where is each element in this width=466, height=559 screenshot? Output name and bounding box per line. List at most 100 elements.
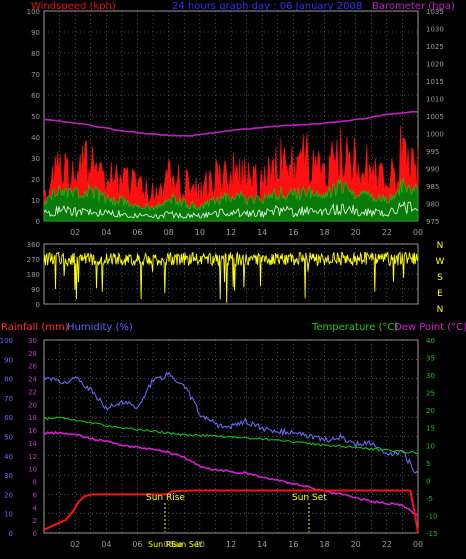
x-tick-label-wind-16: 16 — [288, 228, 298, 237]
temp-y-tick-label: 25 — [426, 390, 435, 398]
rain-humidity-temperature-panel: 0102030405060708090100024681012141618202… — [0, 337, 437, 549]
dir-y-tick-label: 360 — [27, 241, 40, 249]
wind-y-tick-label: 40 — [31, 134, 40, 142]
humidity-y-tick-label: 10 — [4, 511, 13, 519]
humidity-y-tick-label: 70 — [4, 395, 13, 403]
rain-y-tick-label: 12 — [28, 453, 37, 461]
wind-y-tick-label: 80 — [31, 50, 40, 58]
compass-label-N: N — [437, 241, 444, 251]
wind-direction-series — [43, 251, 419, 303]
temp-y-tick-label: 30 — [426, 372, 435, 380]
baro-y-tick-label: 985 — [426, 183, 439, 191]
wind-y-tick-label: 90 — [31, 29, 40, 37]
rain-y-tick-label: 16 — [28, 427, 37, 435]
graph-header-title: 24 hours graph day : 06 January 2008 — [172, 1, 362, 12]
humidity-y-tick-label: 0 — [9, 530, 13, 538]
x-tick-label-temp-16: 16 — [288, 540, 298, 549]
x-tick-label-temp-00: 00 — [413, 540, 423, 549]
x-tick-label-temp-08: 08 — [164, 540, 174, 549]
humidity-y-tick-label: 50 — [4, 434, 13, 442]
temp-y-tick-label: 20 — [426, 407, 435, 415]
wind-y-tick-label: 100 — [27, 8, 40, 16]
x-tick-label-wind-10: 10 — [195, 228, 205, 237]
rain-y-tick-label: 8 — [33, 479, 37, 487]
rain-y-tick-label: 30 — [28, 337, 37, 345]
humidity-y-tick-label: 80 — [4, 376, 13, 384]
x-tick-label-temp-12: 12 — [226, 540, 236, 549]
baro-y-tick-label: 1030 — [426, 26, 444, 34]
rainfall-series — [43, 489, 419, 534]
compass-label-W: W — [436, 257, 445, 267]
humidity-axis-title: Humidity (%) — [67, 322, 133, 333]
wind-y-tick-label: 60 — [31, 92, 40, 100]
humidity-y-tick-label: 90 — [4, 356, 13, 364]
rain-y-tick-label: 2 — [33, 517, 37, 525]
temp-y-tick-label: 5 — [426, 460, 430, 468]
rain-y-tick-label: 6 — [33, 491, 38, 499]
dir-y-tick-label: 90 — [31, 286, 40, 294]
wind-y-tick-label: 20 — [31, 176, 40, 184]
rain-y-tick-label: 28 — [28, 350, 37, 358]
rain-y-tick-label: 0 — [33, 530, 37, 538]
x-tick-label-temp-14: 14 — [257, 540, 267, 549]
humidity-y-tick-label: 60 — [4, 414, 13, 422]
x-tick-label-wind-00: 00 — [413, 228, 423, 237]
wind-y-tick-label: 30 — [31, 155, 40, 163]
x-tick-label-wind-08: 08 — [164, 228, 174, 237]
compass-label-N: N — [437, 305, 444, 315]
x-tick-label-wind-04: 04 — [101, 228, 111, 237]
baro-y-tick-label: 1000 — [426, 131, 444, 139]
baro-y-tick-label: 1005 — [426, 113, 444, 121]
dir-y-tick-label: 180 — [27, 271, 40, 279]
temperature-axis-title: Temperature (°C) — [311, 322, 398, 333]
humidity-y-tick-label: 30 — [4, 472, 13, 480]
dir-y-tick-label: 0 — [36, 301, 40, 309]
rain-y-tick-label: 14 — [28, 440, 37, 448]
baro-y-tick-label: 1035 — [426, 8, 444, 16]
sun-set-x-marker: Sun Set — [171, 540, 202, 549]
x-tick-label-temp-04: 04 — [101, 540, 111, 549]
x-tick-label-wind-06: 06 — [132, 228, 142, 237]
humidity-series — [43, 371, 419, 474]
x-tick-label-wind-22: 22 — [382, 228, 392, 237]
x-tick-label-wind-12: 12 — [226, 228, 236, 237]
sun-set-annotation: Sun Set — [292, 493, 327, 503]
wind-barometer-panel: 0102030405060708090100975980985990995100… — [27, 8, 444, 237]
baro-y-tick-label: 975 — [426, 218, 439, 226]
dewpoint-series — [43, 431, 419, 517]
x-tick-label-wind-20: 20 — [351, 228, 361, 237]
windspeed-axis-title: Windspeed (kph) — [31, 1, 116, 12]
compass-label-E: E — [437, 289, 443, 299]
wind-y-tick-label: 50 — [31, 113, 40, 121]
rain-y-tick-label: 20 — [28, 401, 37, 409]
temp-y-tick-label: 35 — [426, 355, 435, 363]
temp-y-tick-label: 40 — [426, 337, 435, 345]
compass-label-S: S — [437, 273, 443, 283]
rain-y-tick-label: 10 — [28, 466, 37, 474]
rain-y-tick-label: 22 — [28, 388, 37, 396]
x-tick-label-temp-22: 22 — [382, 540, 392, 549]
barometer-axis-title: Barometer (hpa) — [372, 1, 455, 12]
baro-y-tick-label: 1015 — [426, 78, 444, 86]
humidity-y-tick-label: 20 — [4, 491, 13, 499]
baro-y-tick-label: 990 — [426, 166, 439, 174]
rain-y-tick-label: 26 — [28, 363, 37, 371]
temp-y-tick-label: -10 — [426, 512, 437, 520]
temp-y-tick-label: 0 — [426, 477, 430, 485]
sun-rise-x-marker: Sun Rise — [148, 540, 183, 549]
baro-y-tick-label: 1010 — [426, 96, 444, 104]
rain-y-tick-label: 4 — [33, 504, 38, 512]
x-tick-label-wind-14: 14 — [257, 228, 267, 237]
x-tick-label-temp-18: 18 — [319, 540, 329, 549]
wind-low-series — [43, 201, 419, 220]
sun-rise-annotation: Sun Rise — [146, 493, 185, 503]
humidity-y-tick-label: 100 — [0, 337, 13, 345]
x-tick-label-wind-18: 18 — [319, 228, 329, 237]
temp-y-tick-label: 15 — [426, 425, 435, 433]
baro-y-tick-label: 1025 — [426, 43, 444, 51]
temp-y-tick-label: -5 — [426, 495, 433, 503]
x-tick-label-temp-06: 06 — [132, 540, 142, 549]
